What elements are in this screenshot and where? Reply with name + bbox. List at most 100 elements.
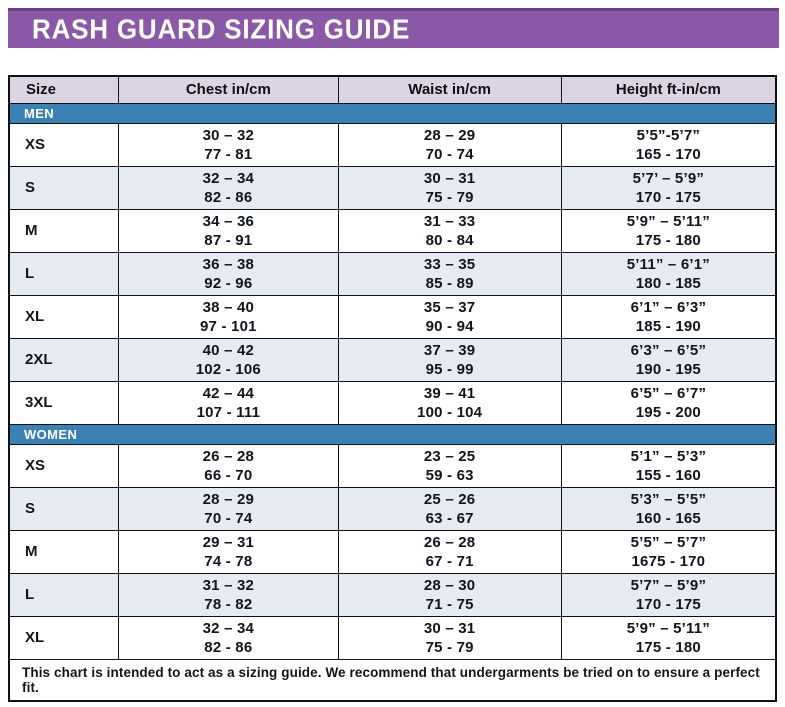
header-waist: Waist in/cm (337, 75, 562, 104)
chest-cell: 32 – 34 82 - 86 (118, 615, 339, 660)
footnote-text: This chart is intended to act as a sizin… (8, 658, 777, 702)
height-ft: 6’3” – 6’5” (630, 341, 707, 359)
chest-cm: 74 - 78 (204, 552, 253, 570)
size-label: XL (8, 615, 120, 660)
chest-cm: 66 - 70 (204, 466, 253, 484)
height-ft: 6’1” – 6’3” (630, 298, 707, 316)
chest-cell: 42 – 44 107 - 111 (118, 380, 339, 425)
chest-cm: 97 - 101 (200, 317, 257, 335)
waist-cm: 67 - 71 (425, 552, 474, 570)
height-ft: 5’5”-5’7” (636, 126, 701, 144)
chest-cm: 102 - 106 (195, 360, 261, 378)
page-title: RASH GUARD SIZING GUIDE (32, 13, 411, 45)
waist-cm: 100 - 104 (417, 403, 483, 421)
chest-in: 36 – 38 (202, 255, 255, 273)
waist-in: 23 – 25 (423, 447, 476, 465)
height-cm: 175 - 180 (635, 231, 701, 249)
chest-in: 38 – 40 (202, 298, 255, 316)
height-cm: 185 - 190 (635, 317, 701, 335)
chest-cell: 26 – 28 66 - 70 (118, 443, 339, 488)
height-cell: 5’5”-5’7” 165 - 170 (560, 122, 777, 167)
height-cell: 5’1” – 5’3” 155 - 160 (560, 443, 777, 488)
waist-cm: 70 - 74 (425, 145, 474, 163)
chest-cm: 82 - 86 (204, 188, 253, 206)
waist-in: 28 – 29 (423, 126, 476, 144)
height-cell: 5’9” – 5’11” 175 - 180 (560, 615, 777, 660)
chest-cell: 32 – 34 82 - 86 (118, 165, 339, 210)
waist-cell: 37 – 39 95 - 99 (337, 337, 562, 382)
waist-cell: 25 – 26 63 - 67 (337, 486, 562, 531)
waist-cell: 30 – 31 75 - 79 (337, 165, 562, 210)
size-label: XS (8, 122, 120, 167)
waist-in: 35 – 37 (423, 298, 476, 316)
chest-cell: 40 – 42 102 - 106 (118, 337, 339, 382)
waist-cm: 75 - 79 (425, 188, 474, 206)
chest-cm: 77 - 81 (204, 145, 253, 163)
chest-in: 40 – 42 (202, 341, 255, 359)
title-banner: RASH GUARD SIZING GUIDE (8, 8, 779, 48)
waist-cm: 85 - 89 (425, 274, 474, 292)
chest-cell: 30 – 32 77 - 81 (118, 122, 339, 167)
chest-cell: 28 – 29 70 - 74 (118, 486, 339, 531)
height-cm: 1675 - 170 (631, 552, 706, 570)
header-row: Size Chest in/cm Waist in/cm Height ft-i… (8, 75, 777, 104)
size-label: XL (8, 294, 120, 339)
table-row: L 31 – 32 78 - 82 28 – 30 71 - 75 5’7” – 5… (8, 572, 777, 617)
waist-cm: 80 - 84 (425, 231, 474, 249)
height-cm: 175 - 180 (635, 638, 701, 656)
height-cm: 170 - 175 (635, 188, 701, 206)
height-ft: 6’5” – 6’7” (630, 384, 707, 402)
height-cm: 170 - 175 (635, 595, 701, 613)
waist-in: 25 – 26 (423, 490, 476, 508)
section-band-men: MEN (8, 102, 777, 124)
waist-cell: 39 – 41 100 - 104 (337, 380, 562, 425)
height-cm: 165 - 170 (635, 145, 701, 163)
chest-cell: 29 – 31 74 - 78 (118, 529, 339, 574)
chest-in: 32 – 34 (202, 169, 255, 187)
size-label: L (8, 572, 120, 617)
table-row: 3XL 42 – 44 107 - 111 39 – 41 100 - 104 6’… (8, 380, 777, 425)
waist-cell: 33 – 35 85 - 89 (337, 251, 562, 296)
height-ft: 5’9” – 5’11” (626, 212, 710, 230)
height-cm: 195 - 200 (635, 403, 701, 421)
waist-cell: 35 – 37 90 - 94 (337, 294, 562, 339)
chest-in: 28 – 29 (202, 490, 255, 508)
waist-cell: 31 – 33 80 - 84 (337, 208, 562, 253)
height-cell: 5’11” – 6’1” 180 - 185 (560, 251, 777, 296)
waist-cm: 75 - 79 (425, 638, 474, 656)
chest-in: 34 – 36 (202, 212, 255, 230)
size-label: L (8, 251, 120, 296)
section-band-women: WOMEN (8, 423, 777, 445)
table-row: S 28 – 29 70 - 74 25 – 26 63 - 67 5’3” – 5… (8, 486, 777, 531)
height-ft: 5’1” – 5’3” (630, 447, 707, 465)
chest-in: 42 – 44 (202, 384, 255, 402)
sizing-table: Size Chest in/cm Waist in/cm Height ft-i… (8, 75, 777, 702)
height-cm: 155 - 160 (635, 466, 701, 484)
table-row: M 29 – 31 74 - 78 26 – 28 67 - 71 5’5” – 5… (8, 529, 777, 574)
header-height: Height ft-in/cm (560, 75, 777, 104)
waist-cm: 63 - 67 (425, 509, 474, 527)
chest-cm: 87 - 91 (204, 231, 253, 249)
chest-cell: 38 – 40 97 - 101 (118, 294, 339, 339)
height-cell: 5’3” – 5’5” 160 - 165 (560, 486, 777, 531)
height-cell: 6’1” – 6’3” 185 - 190 (560, 294, 777, 339)
height-cm: 180 - 185 (635, 274, 701, 292)
size-label: S (8, 486, 120, 531)
chest-cm: 107 - 111 (196, 403, 261, 421)
chest-cm: 70 - 74 (204, 509, 253, 527)
waist-cell: 26 – 28 67 - 71 (337, 529, 562, 574)
table-row: S 32 – 34 82 - 86 30 – 31 75 - 79 5’7’ – 5… (8, 165, 777, 210)
waist-cm: 71 - 75 (425, 595, 474, 613)
waist-cm: 90 - 94 (425, 317, 474, 335)
height-ft: 5’11” – 6’1” (626, 255, 710, 273)
waist-in: 28 – 30 (423, 576, 476, 594)
section-label: MEN (8, 102, 777, 124)
chest-cm: 78 - 82 (204, 595, 253, 613)
chest-in: 31 – 32 (202, 576, 255, 594)
waist-in: 30 – 31 (423, 619, 476, 637)
waist-in: 26 – 28 (423, 533, 476, 551)
table-row: XL 38 – 40 97 - 101 35 – 37 90 - 94 6’1” –… (8, 294, 777, 339)
height-ft: 5’5” – 5’7” (630, 533, 707, 551)
height-ft: 5’3” – 5’5” (630, 490, 707, 508)
height-cm: 160 - 165 (635, 509, 701, 527)
